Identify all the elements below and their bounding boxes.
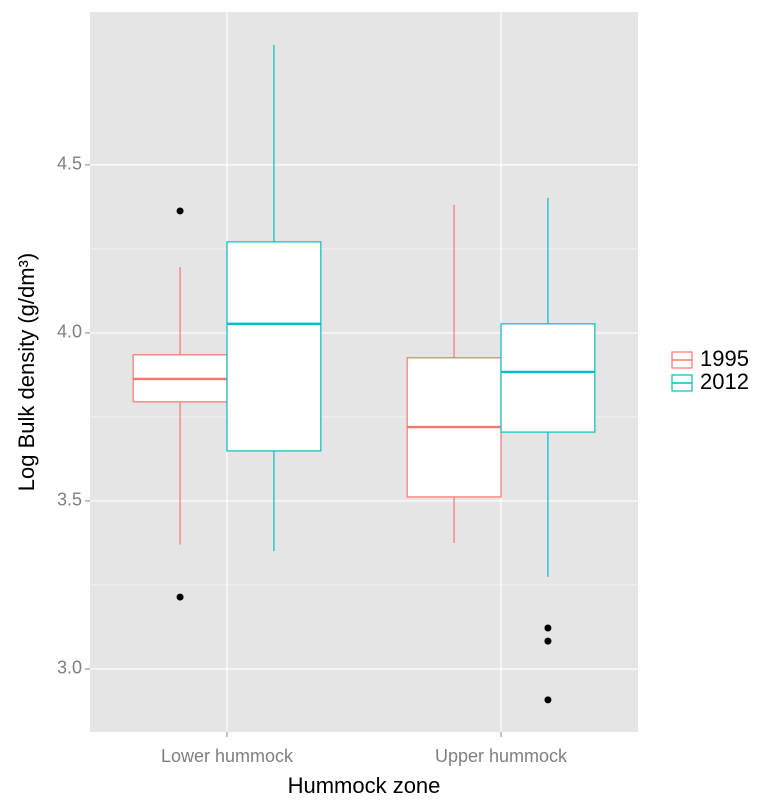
outlier bbox=[544, 637, 552, 645]
y-tick-label: 3.5 bbox=[57, 490, 82, 510]
x-axis-title: Hummock zone bbox=[288, 773, 441, 798]
box bbox=[226, 241, 322, 452]
y-tick-label: 3.0 bbox=[57, 658, 82, 678]
outlier bbox=[544, 696, 552, 704]
outlier bbox=[176, 207, 184, 215]
y-tick-label: 4.0 bbox=[57, 322, 82, 342]
outlier bbox=[544, 624, 552, 632]
outlier bbox=[176, 593, 184, 601]
x-tick-label: Upper hummock bbox=[435, 746, 568, 766]
x-tick-label: Lower hummock bbox=[161, 746, 294, 766]
legend-label: 2012 bbox=[700, 369, 749, 394]
legend-label: 1995 bbox=[700, 346, 749, 371]
y-axis-title: Log Bulk density (g/dm³) bbox=[14, 253, 39, 491]
box bbox=[500, 323, 596, 433]
y-tick-label: 4.5 bbox=[57, 154, 82, 174]
